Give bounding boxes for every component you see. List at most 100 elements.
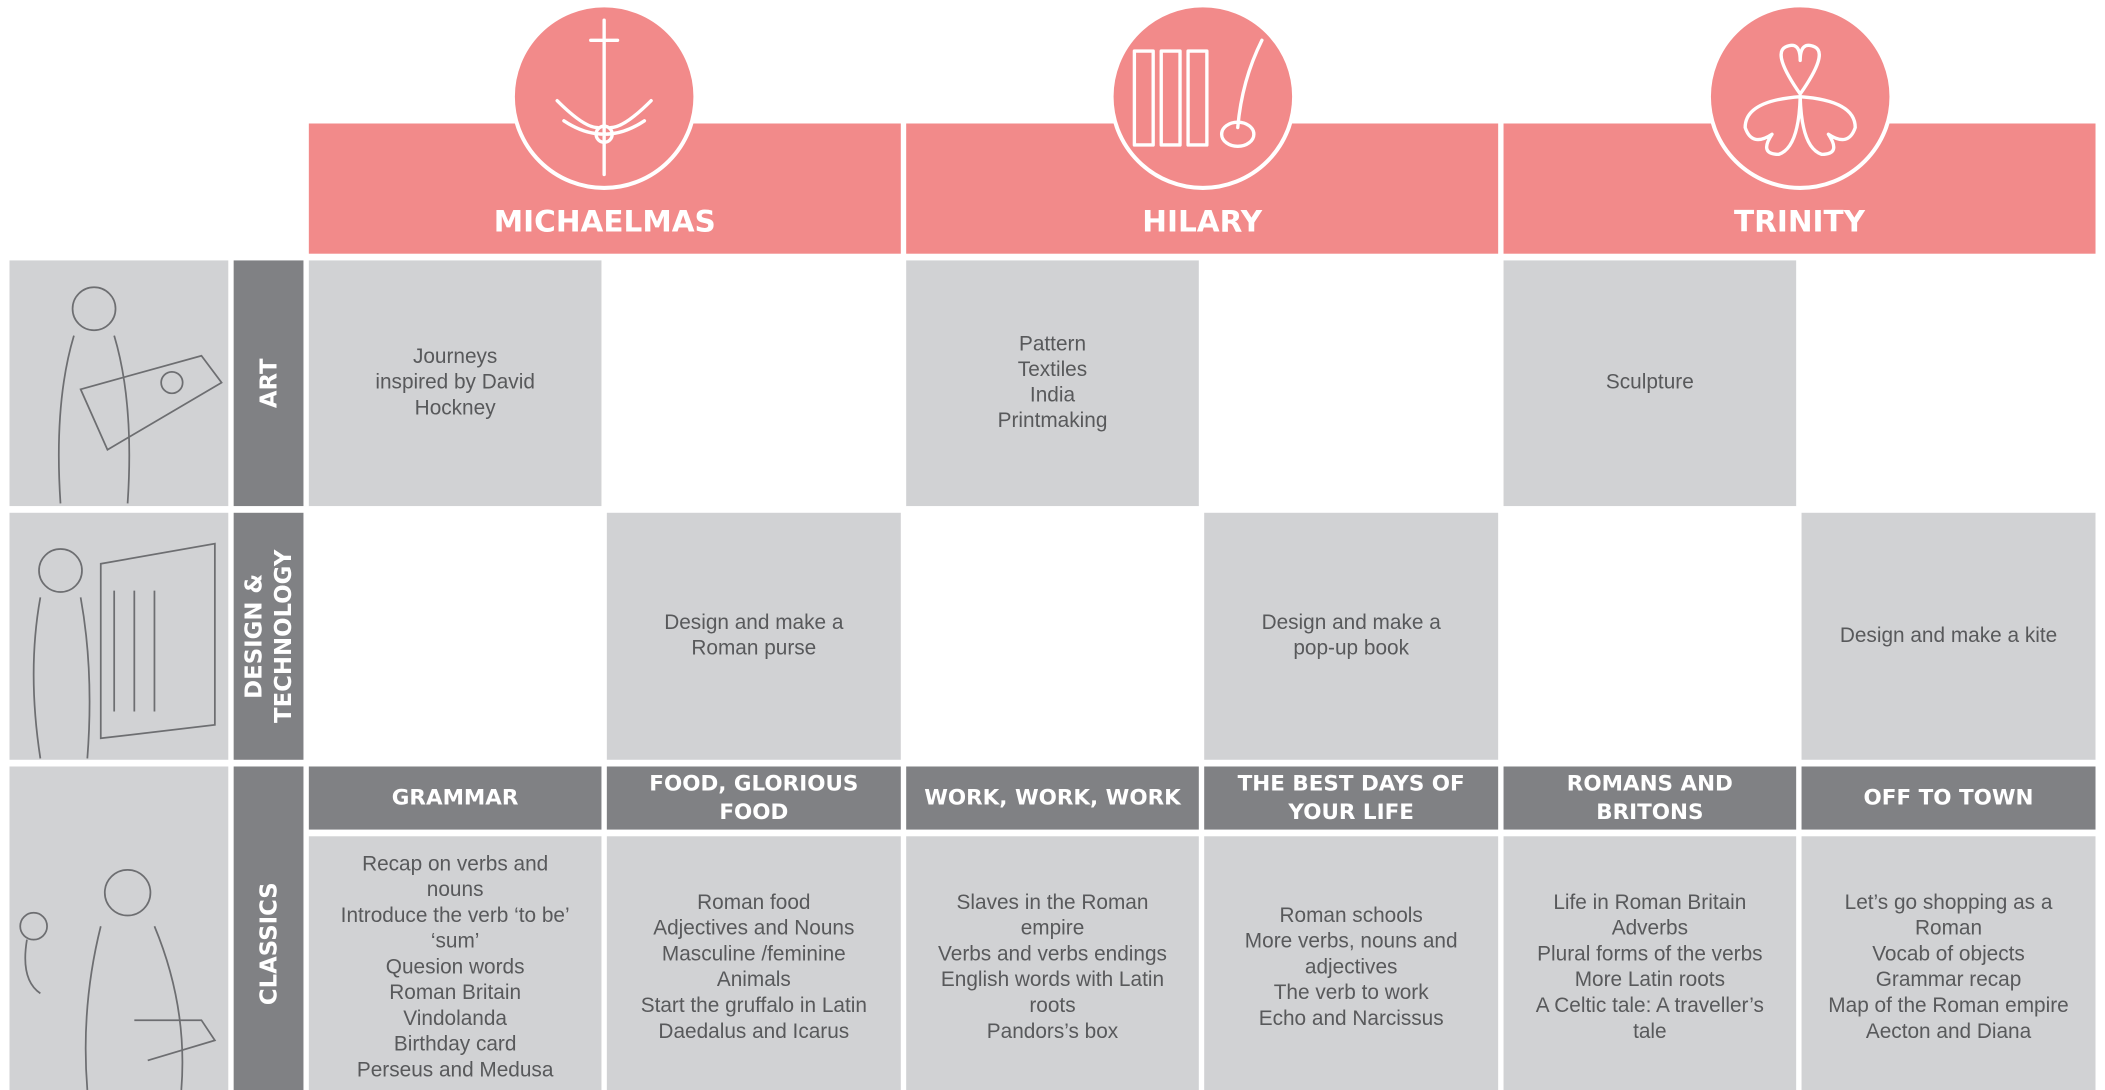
cell (606, 512, 901, 760)
term-title: MICHAELMAS (494, 204, 716, 238)
layout (9, 3, 1894, 1090)
cell-text: Quesion words (386, 955, 525, 978)
cell-text: Design and make a (664, 611, 844, 634)
cell-text: Adverbs (1612, 917, 1688, 940)
cell-text: Hockney (415, 396, 497, 419)
cell-text: More verbs, nouns and (1245, 930, 1458, 953)
cell-text: Aecton and Diana (1866, 1020, 2032, 1043)
cell-text: Verbs and verbs endings (938, 942, 1167, 965)
cell-text: Echo and Narcissus (1259, 1007, 1444, 1030)
cell-text: Daedalus and Icarus (658, 1020, 849, 1043)
cell-text: Roman schools (1280, 904, 1423, 927)
cell-text: Vindolanda (403, 1007, 507, 1030)
cell (1503, 260, 1797, 507)
cell (1801, 836, 2096, 1090)
cell (308, 260, 602, 507)
cell-text: Roman food (697, 891, 810, 914)
topic-title: THE BEST DAYS OF (1238, 772, 1465, 797)
cell-text: The verb to work (1274, 981, 1429, 1004)
cell (606, 836, 901, 1090)
topic-header (1503, 766, 1797, 830)
subject-label: DESIGN & (242, 574, 268, 699)
cell (906, 836, 1199, 1090)
illustration-classics (9, 766, 229, 1090)
subject-label: TECHNOLOGY (271, 549, 297, 723)
cell-text: English words with Latin (941, 968, 1164, 991)
cell-text: Design and make a kite (1840, 624, 2057, 647)
topic-header (1204, 766, 1499, 830)
cell-text: Pandors’s box (987, 1020, 1119, 1043)
cell-text: Adjectives and Nouns (653, 917, 854, 940)
cell (1503, 836, 1797, 1090)
cell (906, 260, 1199, 507)
cell-text: nouns (427, 878, 484, 901)
topic-header (906, 766, 1199, 830)
subject-label-bar (233, 260, 304, 507)
subject-label-bar (233, 766, 304, 1090)
cell-text: Printmaking (998, 409, 1108, 432)
cell-text: Roman purse (691, 637, 816, 660)
cell-text: More Latin roots (1575, 968, 1725, 991)
cell-text: Animals (717, 968, 791, 991)
cell-text: Roman (1915, 917, 1982, 940)
cell-text: Recap on verbs and (362, 852, 548, 875)
cell-text: Journeys (413, 345, 497, 368)
cell-text: Pattern (1019, 332, 1086, 355)
cell-text: Start the gruffalo in Latin (641, 994, 867, 1017)
cell-text: Let’s go shopping as a (1845, 891, 2053, 914)
icon-circle (1109, 3, 1297, 190)
topic-title: YOUR LIFE (1287, 800, 1413, 825)
cell-text: Slaves in the Roman (957, 891, 1149, 914)
cell-text: Textiles (1018, 358, 1087, 381)
topic-title: BRITONS (1596, 800, 1703, 825)
cell-text: pop-up book (1293, 637, 1409, 660)
sword-icon (555, 18, 653, 177)
subject-label-bar (233, 512, 304, 760)
illustration-dt (9, 512, 229, 760)
term-title: HILARY (1142, 204, 1262, 238)
cell-text: ‘sum’ (431, 930, 480, 953)
topic-title: OFF TO TOWN (1864, 786, 2034, 811)
cell-text: Plural forms of the verbs (1537, 942, 1762, 965)
term-title: TRINITY (1734, 204, 1866, 238)
books-icon (1132, 38, 1264, 148)
cell-text: tale (1633, 1020, 1667, 1043)
cell-text: A Celtic tale: A traveller’s (1536, 994, 1764, 1017)
cell-text: inspired by David (375, 371, 535, 394)
topic-header (1801, 766, 2096, 830)
topic-title: GRAMMAR (392, 786, 519, 811)
topic-title: FOOD (719, 800, 788, 825)
cell-text: Design and make a (1262, 611, 1442, 634)
trefoil-icon (1743, 43, 1857, 157)
topic-title: WORK, WORK, WORK (924, 786, 1182, 811)
cell-text: Perseus and Medusa (357, 1058, 554, 1081)
illustration-art (9, 260, 229, 507)
cell-text: Life in Roman Britain (1553, 891, 1746, 914)
cell-text: Sculpture (1606, 371, 1694, 394)
cell-text: Introduce the verb ‘to be’ (341, 904, 570, 927)
term-icons (510, 3, 1894, 190)
subject-label: CLASSICS (256, 882, 282, 1005)
cell-text: Vocab of objects (1872, 942, 2025, 965)
cell-text: Masculine /feminine (662, 942, 846, 965)
cell (308, 836, 602, 1090)
cell-text: Grammar recap (1876, 968, 2022, 991)
cell-text: India (1030, 383, 1076, 406)
figure-dt (32, 542, 216, 759)
cell-text: roots (1029, 994, 1075, 1017)
topic-header (308, 766, 602, 830)
cell-text: Roman Britain (389, 981, 521, 1004)
figure-art (57, 286, 223, 504)
cell-text: Birthday card (394, 1033, 517, 1056)
figure-classics (19, 868, 217, 1090)
cell (1801, 512, 2096, 760)
cell (1204, 836, 1499, 1090)
cell-text: Map of the Roman empire (1828, 994, 2068, 1017)
cell-text: adjectives (1305, 955, 1397, 978)
topic-title: ROMANS AND (1567, 772, 1733, 797)
topic-header (606, 766, 901, 830)
subject-label: ART (256, 358, 282, 408)
cell-text: empire (1021, 917, 1085, 940)
cell (1204, 512, 1499, 760)
